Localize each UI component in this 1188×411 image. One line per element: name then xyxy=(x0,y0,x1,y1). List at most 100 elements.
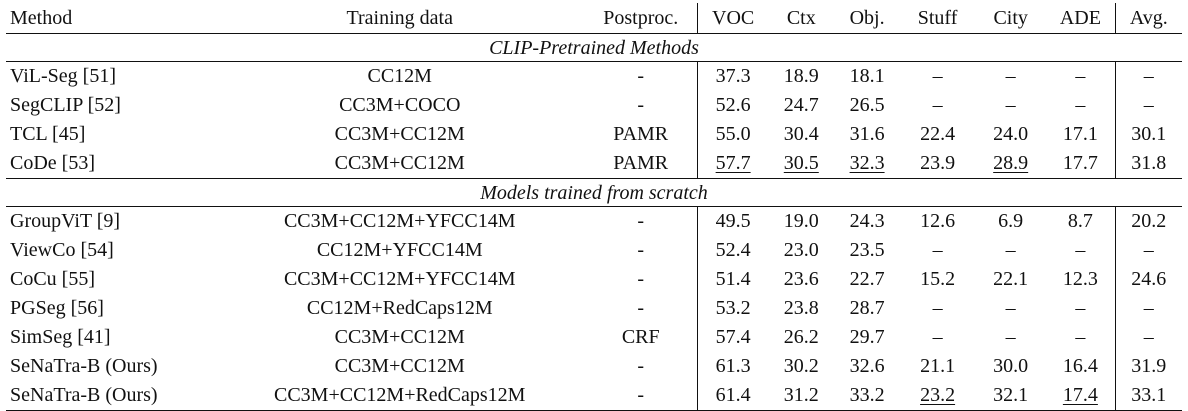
ade-cell: 17.7 xyxy=(1062,152,1098,174)
stuff-cell: 12.6 xyxy=(920,210,956,232)
city-cell: 6.9 xyxy=(998,210,1024,232)
city-cell: – xyxy=(1005,297,1016,319)
voc-cell: 52.6 xyxy=(696,91,769,120)
method-cell: SeNaTra-B (Ours) xyxy=(10,355,158,377)
ctx-cell: 23.0 xyxy=(783,239,819,261)
voc-cell: 57.4 xyxy=(696,323,769,352)
city-cell: 22.1 xyxy=(993,268,1029,290)
ctx-cell: 30.2 xyxy=(783,355,819,377)
stuff-cell: 21.1 xyxy=(920,355,956,377)
ctx-cell: 31.2 xyxy=(783,384,819,406)
ade-cell: 8.7 xyxy=(1067,210,1093,232)
avg-cell: 30.1 xyxy=(1114,120,1182,149)
obj-cell: 33.2 xyxy=(849,384,885,406)
table-row: CoCu [55] CC3M+CC12M+YFCC14M - 51.4 23.6 22.7… xyxy=(6,265,1182,294)
postproc-cell: PAMR xyxy=(613,123,669,145)
ade-cell: 12.3 xyxy=(1062,268,1098,290)
voc-cell: 51.4 xyxy=(696,265,769,294)
obj-cell: 26.5 xyxy=(849,94,885,116)
underlined-value: 30.5 xyxy=(783,152,819,174)
city-cell: – xyxy=(1005,326,1016,348)
ctx-cell: 30.5 xyxy=(768,149,834,179)
method-cell: SegCLIP [52] xyxy=(10,94,121,116)
city-cell: 32.1 xyxy=(993,384,1029,406)
city-cell: 24.0 xyxy=(993,123,1029,145)
city-cell: – xyxy=(1005,94,1016,116)
voc-cell: 61.4 xyxy=(696,381,769,411)
method-cell: SeNaTra-B (Ours) xyxy=(10,384,158,406)
header-avg: Avg. xyxy=(1114,3,1182,34)
underlined-value: 28.9 xyxy=(993,152,1029,174)
table-row: SeNaTra-B (Ours) CC3M+CC12M - 61.3 30.2 32.6 2… xyxy=(6,352,1182,381)
ade-cell: – xyxy=(1075,65,1086,87)
header-voc: VOC xyxy=(696,3,769,34)
training-data-cell: CC3M+CC12M+YFCC14M xyxy=(283,268,516,290)
city-cell: – xyxy=(1005,239,1016,261)
header-stuff: Stuff xyxy=(917,6,958,29)
stuff-cell: 23.9 xyxy=(920,152,956,174)
method-cell: GroupViT [9] xyxy=(10,210,121,232)
ctx-cell: 23.8 xyxy=(783,297,819,319)
section-header-row: CLIP-Pretrained Methods xyxy=(6,34,1182,62)
stuff-cell: – xyxy=(932,326,943,348)
voc-cell: 37.3 xyxy=(696,61,769,91)
avg-cell: – xyxy=(1114,236,1182,265)
method-cell: CoDe [53] xyxy=(10,152,95,174)
avg-cell: – xyxy=(1114,323,1182,352)
obj-cell: 22.7 xyxy=(849,268,885,290)
postproc-cell: - xyxy=(637,297,645,319)
avg-cell: – xyxy=(1114,91,1182,120)
voc-cell: 61.3 xyxy=(696,352,769,381)
avg-cell: – xyxy=(1114,294,1182,323)
training-data-cell: CC3M+CC12M xyxy=(334,355,465,377)
stuff-cell: 23.2 xyxy=(900,381,975,411)
postproc-cell: - xyxy=(637,210,645,232)
training-data-cell: CC3M+CC12M+RedCaps12M xyxy=(273,384,526,406)
method-cell: TCL [45] xyxy=(10,123,86,145)
underlined-value: 17.4 xyxy=(1062,384,1098,406)
method-cell: ViewCo [54] xyxy=(10,239,114,261)
stuff-cell: 15.2 xyxy=(920,268,956,290)
stuff-cell: – xyxy=(932,239,943,261)
ctx-cell: 19.0 xyxy=(783,210,819,232)
header-obj: Obj. xyxy=(849,6,885,29)
ade-cell: 16.4 xyxy=(1062,355,1098,377)
ade-cell: 17.1 xyxy=(1062,123,1098,145)
ctx-cell: 23.6 xyxy=(783,268,819,290)
method-cell: SimSeg [41] xyxy=(10,326,111,348)
header-method: Method xyxy=(10,6,73,29)
postproc-cell: CRF xyxy=(621,326,660,348)
voc-cell: 57.7 xyxy=(696,149,769,179)
voc-cell: 55.0 xyxy=(696,120,769,149)
ade-cell: – xyxy=(1075,326,1086,348)
ade-cell: – xyxy=(1075,94,1086,116)
training-data-cell: CC12M xyxy=(367,65,432,87)
avg-cell: 24.6 xyxy=(1114,265,1182,294)
obj-cell: 23.5 xyxy=(849,239,885,261)
obj-cell: 32.6 xyxy=(849,355,885,377)
ade-cell: – xyxy=(1075,239,1086,261)
table-row: SimSeg [41] CC3M+CC12M CRF 57.4 26.2 29.7 – – – – xyxy=(6,323,1182,352)
results-table: Method Training data Postproc. VOC Ctx O… xyxy=(6,3,1182,411)
underlined-value: 23.2 xyxy=(920,384,956,406)
city-cell: – xyxy=(1005,65,1016,87)
ctx-cell: 26.2 xyxy=(783,326,819,348)
obj-cell: 32.3 xyxy=(834,149,900,179)
training-data-cell: CC3M+COCO xyxy=(339,94,461,116)
header-ade: ADE xyxy=(1059,6,1101,29)
header-postproc: Postproc. xyxy=(603,6,679,29)
city-cell: 30.0 xyxy=(993,355,1029,377)
underlined-value: 57.7 xyxy=(715,152,751,174)
avg-cell: 31.9 xyxy=(1114,352,1182,381)
postproc-cell: - xyxy=(637,268,645,290)
section-header-row: Models trained from scratch xyxy=(6,179,1182,207)
postproc-cell: - xyxy=(637,384,645,406)
obj-cell: 31.6 xyxy=(849,123,885,145)
stuff-cell: – xyxy=(932,65,943,87)
obj-cell: 28.7 xyxy=(849,297,885,319)
avg-cell: 31.8 xyxy=(1114,149,1182,179)
header-training-data: Training data xyxy=(346,6,453,29)
stuff-cell: – xyxy=(932,94,943,116)
voc-cell: 52.4 xyxy=(696,236,769,265)
method-cell: CoCu [55] xyxy=(10,268,95,290)
